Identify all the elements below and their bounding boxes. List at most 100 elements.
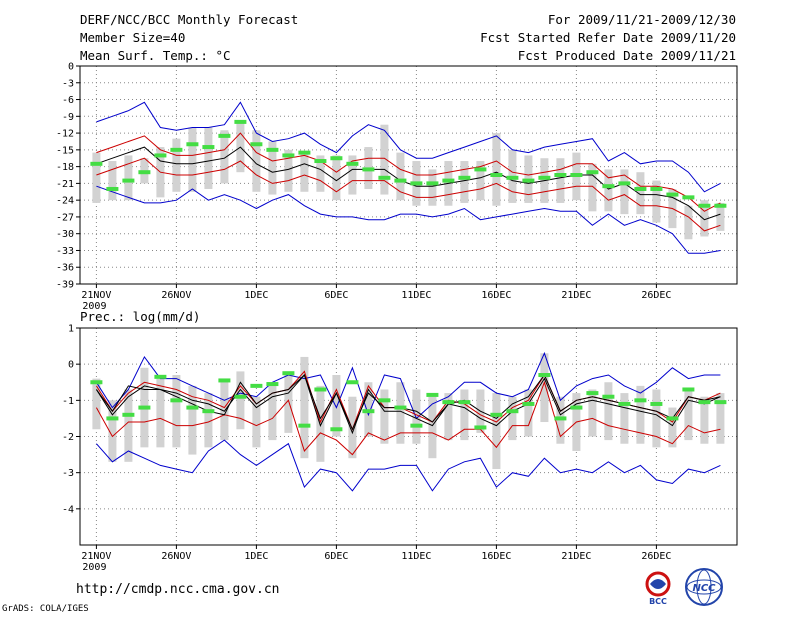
ensemble-bar — [316, 385, 325, 462]
ensemble-bar — [396, 382, 405, 444]
observed-marker — [378, 398, 391, 403]
observed-marker — [378, 175, 391, 180]
observed-marker — [170, 398, 183, 403]
ensemble-bar — [124, 389, 133, 462]
ensemble-bar — [236, 371, 245, 430]
ensemble-bar — [588, 163, 597, 212]
observed-marker — [618, 401, 631, 406]
y-tick-label: -33 — [56, 246, 74, 257]
ensemble-bar — [268, 382, 277, 441]
observed-marker — [538, 373, 551, 378]
forecast-started-date: Fcst Started Refer Date 2009/11/20 — [480, 30, 736, 45]
observed-marker — [682, 387, 695, 392]
x-tick-label: 21DEC — [561, 551, 591, 562]
chart-title: DERF/NCC/BCC Monthly Forecast — [80, 12, 299, 27]
ensemble-bar — [332, 375, 341, 437]
observed-marker — [442, 178, 455, 183]
ensemble-bar — [300, 356, 309, 459]
ensemble-bar — [204, 393, 213, 448]
series-line-mean — [96, 146, 721, 221]
observed-marker — [186, 405, 199, 410]
observed-marker — [170, 147, 183, 152]
y-tick-label: -1 — [62, 396, 74, 407]
ensemble-bar — [220, 378, 229, 441]
observed-marker — [426, 181, 439, 186]
observed-marker — [474, 167, 487, 172]
bcc-logo: BCC — [645, 571, 671, 606]
ensemble-bar — [252, 396, 261, 448]
observed-marker — [250, 142, 263, 147]
observed-marker — [218, 133, 231, 138]
series-line-max — [96, 101, 721, 193]
y-tick-label: -30 — [56, 229, 74, 240]
observed-marker — [650, 401, 663, 406]
ensemble-bar — [492, 393, 501, 470]
ensemble-bar — [268, 141, 277, 195]
ensemble-bar — [188, 385, 197, 455]
series-line-max — [95, 351, 721, 420]
observed-marker — [570, 173, 583, 177]
y-tick-label: -3 — [62, 468, 74, 479]
ensemble-bar — [300, 152, 309, 192]
ensemble-bar — [380, 389, 389, 444]
observed-marker — [138, 170, 151, 175]
ensemble-bar — [540, 353, 549, 423]
ensemble-bar — [652, 389, 661, 448]
ensemble-bar — [332, 155, 341, 201]
observed-marker — [298, 423, 311, 428]
ensemble-bar — [92, 152, 101, 203]
observed-marker — [202, 409, 215, 414]
ensemble-bar — [380, 124, 389, 195]
ensemble-bar — [428, 169, 437, 206]
observed-marker — [314, 387, 327, 392]
observed-marker — [618, 181, 631, 186]
observed-marker — [506, 175, 519, 180]
ensemble-bar — [588, 389, 597, 437]
observed-marker — [442, 400, 455, 405]
y-tick-label: -2 — [62, 432, 74, 443]
y-tick-label: -15 — [56, 145, 74, 156]
observed-marker — [314, 159, 327, 164]
source-url[interactable]: http://cmdp.ncc.cma.gov.cn — [76, 582, 280, 597]
observed-marker — [666, 192, 679, 197]
y-tick-label: -39 — [56, 280, 74, 291]
observed-marker — [234, 394, 247, 399]
x-tick-label: 6DEC — [324, 551, 348, 562]
observed-marker — [266, 147, 279, 152]
ensemble-bar — [108, 400, 117, 462]
observed-marker — [698, 203, 711, 208]
observed-marker — [586, 170, 599, 175]
ensemble-bar — [124, 155, 133, 201]
observed-marker — [666, 416, 679, 421]
x-tick-label: 21NOV — [81, 290, 111, 301]
variable-label: Mean Surf. Temp.: °C — [80, 48, 231, 63]
forecast-produced-date: Fcst Produced Date 2009/11/21 — [517, 48, 736, 63]
observed-marker — [634, 398, 647, 403]
ensemble-bar — [620, 393, 629, 444]
x-tick-label: 16DEC — [481, 290, 511, 301]
x-tick-label: 21DEC — [561, 290, 591, 301]
observed-marker — [90, 380, 103, 385]
ensemble-bar — [284, 149, 293, 192]
ensemble-bar — [492, 133, 501, 206]
y-tick-label: -12 — [56, 129, 74, 140]
observed-marker — [506, 409, 519, 414]
ncc-logo: NCC — [685, 568, 723, 606]
observed-marker — [138, 405, 151, 410]
series-line-mean — [95, 374, 721, 435]
y-tick-label: 0 — [68, 62, 74, 73]
ensemble-bar — [636, 172, 645, 215]
observed-marker — [106, 186, 119, 191]
observed-marker — [90, 161, 103, 166]
x-tick-label: 1DEC — [244, 551, 268, 562]
ensemble-bar — [476, 161, 485, 201]
ensemble-bar — [508, 396, 517, 441]
x-tick-label: 26NOV — [161, 290, 191, 301]
y-tick-label: -9 — [62, 112, 74, 123]
ensemble-bar — [220, 130, 229, 184]
ensemble-bar — [156, 378, 165, 448]
ensemble-bar — [700, 396, 709, 444]
observed-marker — [698, 400, 711, 405]
observed-marker — [330, 427, 343, 432]
